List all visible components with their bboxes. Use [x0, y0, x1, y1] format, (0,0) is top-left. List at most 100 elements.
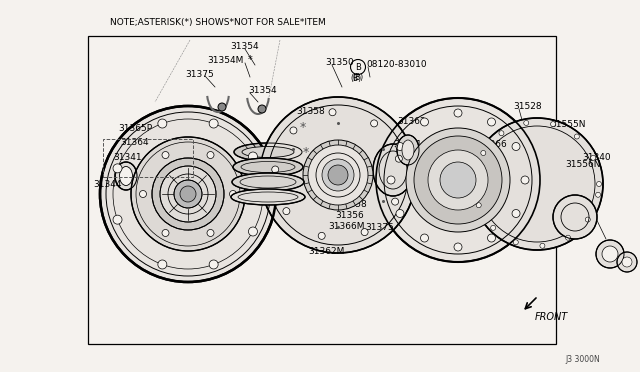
Circle shape — [596, 182, 602, 186]
Text: 31344: 31344 — [93, 180, 122, 189]
Ellipse shape — [242, 147, 294, 157]
Circle shape — [512, 209, 520, 218]
Text: 08120-83010: 08120-83010 — [366, 60, 427, 68]
Circle shape — [596, 240, 624, 268]
Text: 31366M: 31366M — [328, 221, 365, 231]
Text: 31358: 31358 — [338, 199, 367, 208]
Text: 31354: 31354 — [248, 86, 276, 94]
Text: 31350: 31350 — [325, 58, 354, 67]
Circle shape — [473, 176, 477, 181]
Circle shape — [158, 119, 167, 128]
Circle shape — [540, 243, 545, 248]
Ellipse shape — [397, 135, 419, 165]
Circle shape — [152, 158, 224, 230]
Circle shape — [158, 260, 167, 269]
Circle shape — [488, 118, 495, 126]
Circle shape — [248, 227, 257, 236]
Circle shape — [207, 151, 214, 158]
Circle shape — [371, 120, 378, 127]
Ellipse shape — [115, 162, 137, 190]
Text: 31362M: 31362M — [308, 247, 344, 257]
Circle shape — [258, 105, 266, 113]
Text: 31356: 31356 — [335, 211, 364, 219]
Ellipse shape — [120, 167, 132, 186]
Circle shape — [481, 151, 486, 155]
Text: 31358: 31358 — [296, 106, 324, 115]
Text: (B): (B) — [351, 74, 362, 83]
Ellipse shape — [373, 144, 413, 196]
Circle shape — [308, 145, 368, 205]
Ellipse shape — [231, 189, 305, 205]
Circle shape — [207, 230, 214, 237]
Bar — [103, 139, 193, 177]
Text: 31366: 31366 — [478, 140, 507, 148]
Circle shape — [392, 198, 399, 205]
Circle shape — [488, 234, 495, 242]
Circle shape — [100, 106, 276, 282]
Circle shape — [491, 225, 495, 230]
Circle shape — [566, 235, 570, 240]
Circle shape — [303, 140, 373, 210]
Circle shape — [180, 186, 196, 202]
Circle shape — [209, 260, 218, 269]
Circle shape — [113, 164, 122, 173]
Text: (B): (B) — [353, 73, 364, 81]
Text: 31365P: 31365P — [118, 124, 152, 132]
Circle shape — [290, 127, 297, 134]
Text: FRONT: FRONT — [535, 312, 568, 322]
Circle shape — [209, 119, 218, 128]
Text: 31556N: 31556N — [565, 160, 600, 169]
Circle shape — [328, 165, 348, 185]
Circle shape — [574, 134, 579, 139]
Text: 31528: 31528 — [513, 102, 541, 110]
Circle shape — [420, 118, 429, 126]
Ellipse shape — [402, 140, 414, 160]
Circle shape — [272, 166, 279, 173]
Text: *: * — [303, 145, 309, 158]
Circle shape — [140, 190, 147, 198]
Ellipse shape — [233, 158, 303, 176]
Circle shape — [376, 98, 540, 262]
Bar — [88, 36, 556, 344]
Text: 31361: 31361 — [393, 140, 422, 148]
Circle shape — [318, 232, 325, 239]
Circle shape — [218, 103, 226, 111]
Circle shape — [596, 192, 600, 197]
Text: B: B — [355, 62, 361, 71]
Circle shape — [396, 142, 404, 151]
Text: 31375: 31375 — [365, 222, 394, 231]
Text: 31354M: 31354M — [207, 55, 243, 64]
Circle shape — [322, 159, 354, 191]
Circle shape — [476, 203, 481, 208]
Text: 31375: 31375 — [185, 70, 214, 78]
Circle shape — [162, 151, 169, 158]
Circle shape — [499, 131, 504, 136]
Circle shape — [454, 109, 462, 117]
Text: 31354: 31354 — [230, 42, 259, 51]
Circle shape — [230, 190, 237, 198]
Text: *: * — [248, 55, 253, 65]
Text: 31362: 31362 — [397, 116, 426, 125]
Circle shape — [622, 257, 632, 267]
Circle shape — [396, 209, 404, 218]
Circle shape — [160, 166, 216, 222]
Text: 31340: 31340 — [582, 153, 611, 161]
Ellipse shape — [232, 173, 304, 191]
Circle shape — [586, 217, 590, 222]
Circle shape — [512, 142, 520, 151]
Circle shape — [361, 229, 368, 235]
Circle shape — [524, 121, 529, 125]
Text: J3 3000N: J3 3000N — [565, 356, 600, 365]
Circle shape — [617, 252, 637, 272]
Circle shape — [283, 208, 290, 215]
Circle shape — [396, 155, 403, 162]
Circle shape — [513, 240, 518, 245]
Text: 31341: 31341 — [113, 153, 141, 161]
Circle shape — [162, 230, 169, 237]
Text: 31364: 31364 — [120, 138, 148, 147]
Circle shape — [428, 150, 488, 210]
Circle shape — [414, 136, 502, 224]
Circle shape — [260, 97, 416, 253]
Text: NOTE;ASTERISK(*) SHOWS*NOT FOR SALE*ITEM: NOTE;ASTERISK(*) SHOWS*NOT FOR SALE*ITEM — [110, 17, 326, 26]
Circle shape — [440, 162, 476, 198]
